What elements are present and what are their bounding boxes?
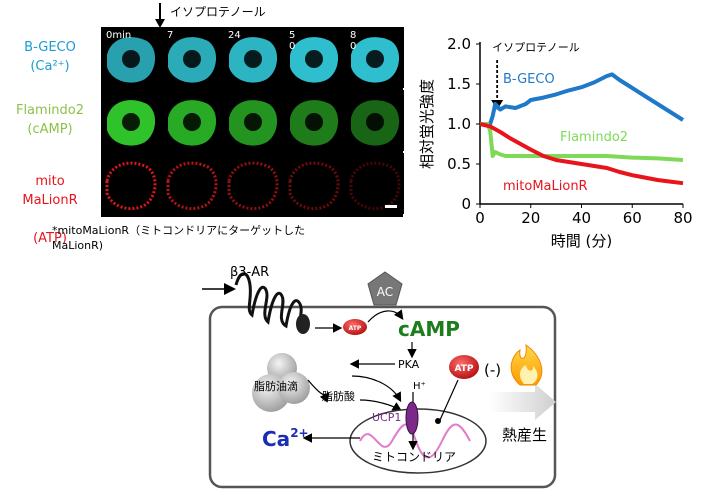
ucp1-channel: [405, 401, 419, 435]
series-label-2: mitoMaLionR: [503, 179, 588, 194]
series-line-2: [479, 122, 684, 186]
pka-label: PKA: [398, 358, 420, 371]
y-tick-label-0: 0: [461, 195, 471, 213]
micrograph-r1-c4: [345, 90, 404, 151]
heat-arrow: [490, 384, 556, 420]
row-label-bgeco: B-GECO (Ca²⁺): [0, 38, 100, 76]
row-label-flamindo: Flamindo2 (cAMP): [0, 101, 100, 139]
ac-label: AC: [377, 285, 393, 299]
atp-large: [449, 355, 479, 379]
time-label-4: 8 0: [350, 30, 357, 52]
micrograph-r0-c0: 0min: [101, 27, 160, 88]
x-axis-title: 時間 (分): [551, 232, 612, 250]
micrograph-r2-c0: [101, 153, 160, 214]
lipid-droplet-label: 脂肪油滴: [254, 379, 298, 393]
x-tick-label-4: 80: [673, 209, 692, 227]
micrograph-r1-c2: [223, 90, 282, 151]
series-line-0: [480, 72, 685, 126]
mitochondria-label: ミトコンドリア: [372, 450, 456, 464]
micrograph-r0-c3: 5 0: [284, 27, 343, 88]
image-grid: 0min 7 24 5 0 8 0: [101, 27, 404, 217]
camp-label: cAMP: [398, 317, 460, 341]
lipid-droplets: [252, 353, 310, 412]
calcium-label: Ca2+: [262, 426, 309, 451]
y-tick-label-2: 1.0: [447, 115, 471, 133]
row-label-malion-name: mito MaLionR: [22, 174, 78, 208]
series-label-1: Flamindo2: [560, 130, 628, 145]
y-tick-label-3: 1.5: [447, 75, 471, 93]
atp-small-label: ATP: [349, 325, 362, 332]
x-tick-label-0: 0: [475, 209, 485, 227]
micrograph-r2-c2: [223, 153, 282, 214]
row-label-malion: mito MaLionR (ATP): [0, 153, 100, 267]
calcium-symbol: Ca: [262, 427, 290, 451]
annotation-label: イソプロテノール: [492, 41, 580, 54]
time-label-2: 24: [228, 30, 241, 41]
stimulus-arrow: [153, 3, 167, 33]
time-label-1: 7: [167, 30, 174, 41]
micrograph-r1-c0: [101, 90, 160, 151]
x-tick-label-2: 40: [572, 209, 591, 227]
time-label-0: 0min: [106, 30, 132, 41]
row-label-malion-target: (ATP): [33, 231, 67, 246]
series-label-0: B-GECO: [503, 72, 555, 87]
micrograph-r0-c4: 8 0: [345, 27, 404, 88]
beta3-ar-receptor: [202, 272, 310, 334]
row-label-bgeco-target: (Ca²⁺): [30, 59, 70, 74]
micrograph-r2-c4: [345, 153, 404, 214]
receptor-label: β3-AR: [230, 265, 269, 280]
micrograph-r2-c1: [162, 153, 221, 214]
time-label-3: 5 0: [289, 30, 296, 52]
proton-label: H⁺: [413, 381, 426, 392]
y-axis-title: 相対蛍光強度: [418, 79, 436, 169]
micrograph-r1-c3: [284, 90, 343, 151]
ac-enzyme: [367, 271, 403, 306]
calcium-charge: 2+: [290, 426, 308, 440]
row-label-bgeco-name: B-GECO: [24, 40, 76, 55]
y-tick-label-4: 2.0: [447, 35, 471, 53]
fatty-acid-label: 脂肪酸: [322, 389, 355, 403]
micrograph-r0-c1: 7: [162, 27, 221, 88]
heat-label: 熱産生: [502, 426, 547, 444]
x-tick-label-3: 60: [623, 209, 642, 227]
x-tick-label-1: 20: [521, 209, 540, 227]
atp-large-label: ATP: [454, 364, 473, 374]
row-label-flamindo-target: (cAMP): [27, 122, 73, 137]
micrograph-r0-c2: 24: [223, 27, 282, 88]
ucp1-label: UCP1: [372, 411, 401, 424]
footnote: *mitoMaLionR（ミトコンドリアにターゲットした MaLionR): [52, 224, 306, 252]
y-tick-label-1: 0.5: [447, 155, 471, 173]
scale-bar: [385, 205, 397, 208]
row-label-flamindo-name: Flamindo2: [15, 103, 85, 118]
series-line-1: [480, 122, 684, 162]
flame-icon: [510, 343, 543, 386]
atp-small: [343, 319, 367, 335]
micrograph-r2-c3: [284, 153, 343, 214]
micrograph-r1-c1: [162, 90, 221, 151]
stimulus-label: イソプロテノール: [170, 5, 266, 19]
atp-inhibit-label: (-): [484, 361, 501, 379]
